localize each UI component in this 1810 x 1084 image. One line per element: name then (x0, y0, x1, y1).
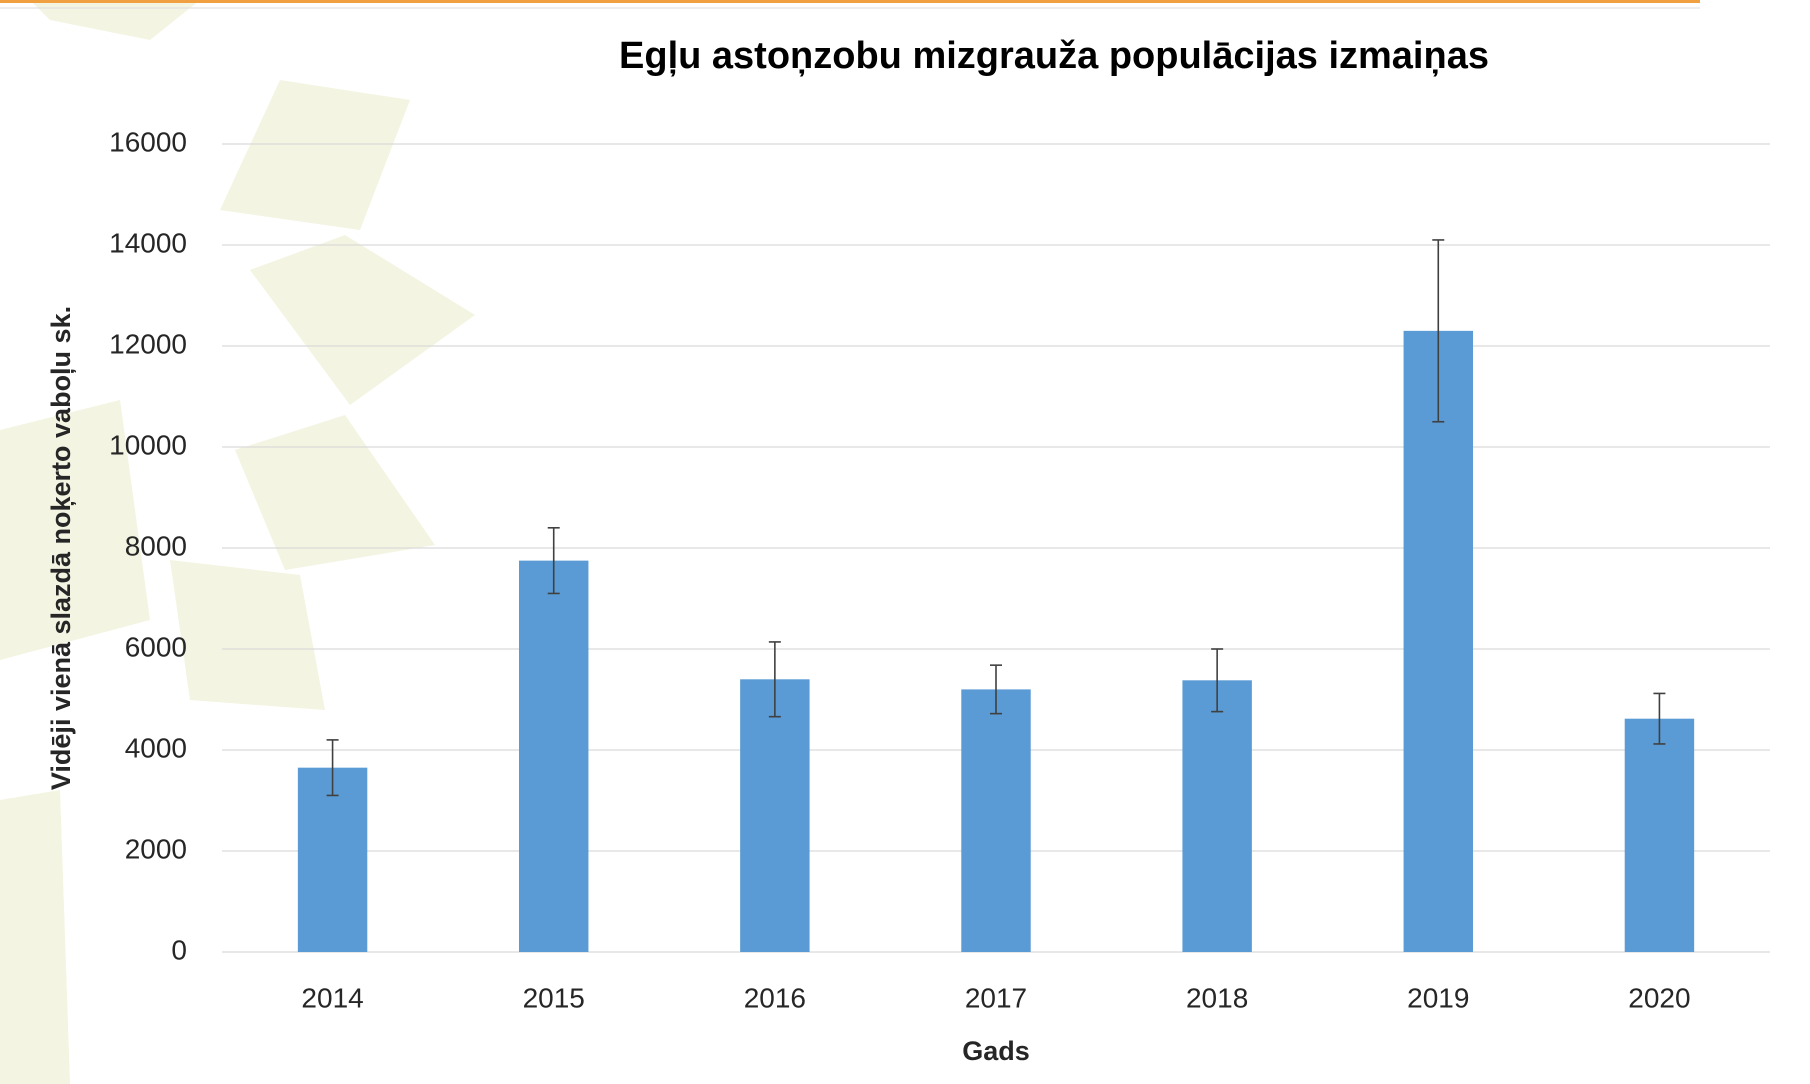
x-axis-label: Gads (962, 1036, 1030, 1066)
y-tick-label: 16000 (109, 126, 187, 157)
x-tick-label: 2015 (523, 982, 585, 1013)
y-tick-label: 10000 (109, 429, 187, 460)
bar (1625, 719, 1694, 952)
x-tick-label: 2018 (1186, 982, 1248, 1013)
page: Egļu astoņzobu mizgrauža populācijas izm… (0, 0, 1810, 1084)
y-tick-label: 4000 (125, 732, 187, 763)
x-tick-label: 2017 (965, 982, 1027, 1013)
y-tick-label: 2000 (125, 833, 187, 864)
y-tick-label: 14000 (109, 227, 187, 258)
bar (1404, 331, 1473, 952)
y-tick-label: 6000 (125, 631, 187, 662)
bar (961, 689, 1030, 952)
y-tick-label: 12000 (109, 328, 187, 359)
chart: Egļu astoņzobu mizgrauža populācijas izm… (0, 0, 1810, 1084)
x-tick-label: 2014 (301, 982, 363, 1013)
bar (1182, 680, 1251, 952)
x-tick-label: 2020 (1628, 982, 1690, 1013)
y-tick-label: 8000 (125, 530, 187, 561)
top-accent (0, 0, 1700, 3)
bar (519, 561, 588, 952)
y-tick-label: 0 (171, 934, 187, 965)
y-axis-label: Vidēji vienā slazdā noķerto vaboļu sk. (46, 306, 76, 790)
chart-title: Egļu astoņzobu mizgrauža populācijas izm… (619, 35, 1489, 77)
x-tick-label: 2016 (744, 982, 806, 1013)
x-tick-label: 2019 (1407, 982, 1469, 1013)
bar (740, 679, 809, 952)
